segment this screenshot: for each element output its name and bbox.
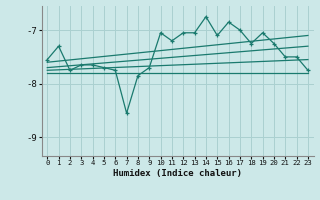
X-axis label: Humidex (Indice chaleur): Humidex (Indice chaleur): [113, 169, 242, 178]
